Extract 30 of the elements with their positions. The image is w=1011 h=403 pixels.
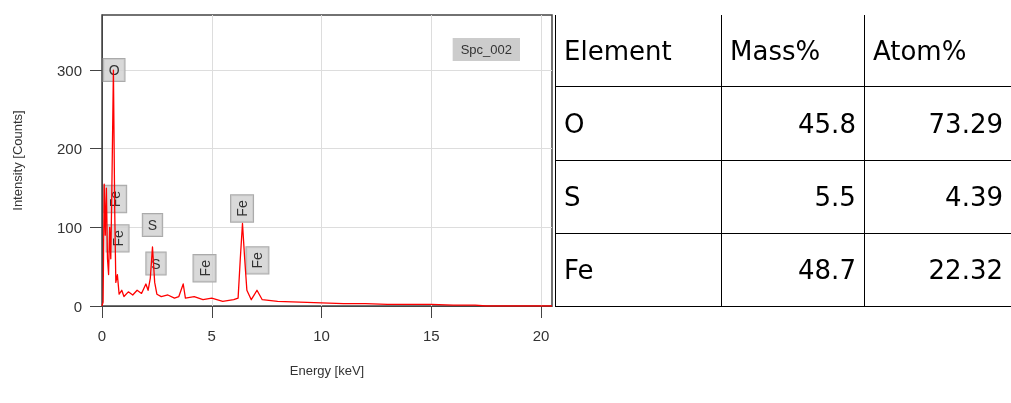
annotation: O [108,62,120,79]
category-label: S [555,160,722,234]
y-tick-label: 0 [73,297,82,315]
text: Mass% [721,15,865,87]
category-label: Fe [555,233,722,307]
annotation: Fe [234,200,251,217]
annotation: Fe [109,229,126,247]
x-tick-label: 0 [97,327,107,344]
data-label: 73.29 [864,86,1011,161]
data-label: 48.7 [721,233,865,307]
y-axis-title: Intensity [Counts] [10,110,25,211]
text: Atom% [864,15,1011,87]
x-tick-label: 10 [313,327,330,344]
y-tick-label: 100 [56,218,82,236]
annotation: Fe [249,252,266,269]
data-label: 4.39 [864,160,1011,234]
x-tick-label: 20 [532,327,550,344]
data-label: 22.32 [864,233,1011,307]
annotation: Spc_002 [460,42,513,57]
data-label: 45.8 [721,86,865,161]
x-tick-label: 15 [422,327,440,344]
x-tick-label: 5 [207,327,216,344]
data-label: 5.5 [721,160,865,234]
y-tick-label: 200 [56,140,82,158]
x-axis-title: Energy [keV] [289,363,365,378]
text: Element [555,15,722,87]
annotation: Fe [196,259,213,277]
annotation: S [147,216,158,233]
category-label: O [555,86,722,161]
y-tick-label: 300 [56,61,82,79]
